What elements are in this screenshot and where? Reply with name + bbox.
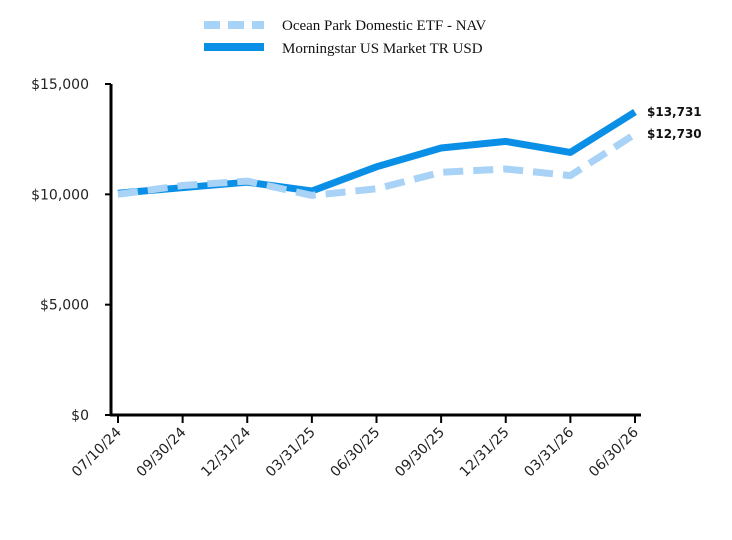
series-line-1 [117, 131, 637, 199]
x-ticks: 07/10/24 09/30/24 12/31/24 03/31/25 06/30/25… [69, 415, 642, 480]
x-tick-label: 06/30/26 [586, 424, 642, 480]
y-tick-label: $10,000 [31, 187, 89, 203]
x-tick-label: 12/31/24 [198, 424, 254, 480]
x-tick-label: 12/31/25 [457, 425, 513, 481]
series-layer [117, 109, 637, 199]
y-ticks: $0 $5,000 $10,000 $15,000 [31, 77, 111, 424]
end-value-label-series-2: $13,731 [647, 105, 702, 119]
end-value-label-series-1: $12,730 [647, 127, 702, 141]
y-tick-label: $5,000 [40, 298, 89, 314]
x-tick-label: 03/31/25 [263, 425, 319, 481]
x-tick-label: 09/30/24 [134, 424, 190, 480]
y-tick-label: $0 [71, 408, 89, 424]
x-tick-label: 09/30/25 [392, 425, 448, 481]
x-tick-label: 03/31/26 [521, 424, 577, 480]
x-tick-label: 06/30/25 [328, 425, 384, 481]
legend-label-series-1: Ocean Park Domestic ETF - NAV [282, 18, 486, 34]
end-labels: $12,730 $13,731 [647, 105, 702, 141]
legend-label-series-2: Morningstar US Market TR USD [282, 41, 483, 57]
x-tick-label: 07/10/24 [69, 424, 125, 480]
legend: Ocean Park Domestic ETF - NAV Morningsta… [204, 18, 486, 57]
series-line-2 [117, 109, 637, 197]
y-tick-label: $15,000 [31, 77, 89, 93]
